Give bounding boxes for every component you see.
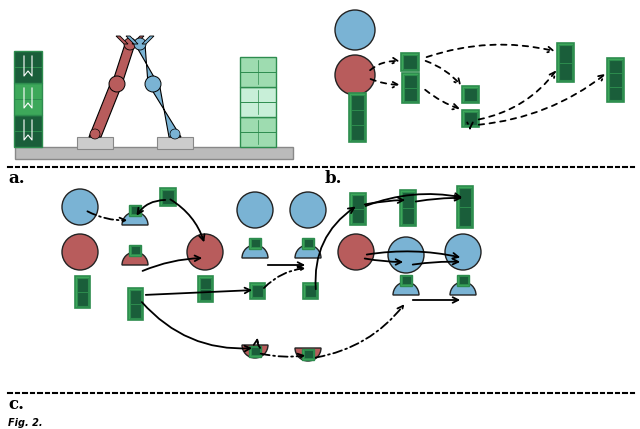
Bar: [401, 276, 410, 284]
Wedge shape: [295, 348, 321, 361]
Polygon shape: [126, 36, 138, 44]
Bar: [458, 276, 467, 284]
Bar: [129, 245, 141, 256]
Bar: [401, 53, 419, 71]
Bar: [240, 117, 276, 147]
Circle shape: [338, 234, 374, 270]
Bar: [240, 87, 276, 117]
Circle shape: [62, 234, 98, 270]
Bar: [74, 276, 90, 308]
Bar: [160, 188, 176, 206]
Bar: [352, 195, 364, 223]
Bar: [127, 288, 143, 320]
Circle shape: [90, 129, 100, 139]
Bar: [249, 345, 261, 356]
Wedge shape: [122, 252, 148, 265]
Circle shape: [124, 38, 136, 50]
Bar: [157, 137, 193, 149]
Bar: [77, 137, 113, 149]
Polygon shape: [135, 44, 158, 84]
Circle shape: [134, 38, 146, 50]
Bar: [250, 283, 264, 299]
Bar: [250, 347, 259, 355]
Polygon shape: [142, 36, 154, 44]
Circle shape: [290, 192, 326, 228]
Bar: [463, 88, 477, 101]
Bar: [14, 83, 42, 115]
Bar: [559, 45, 572, 80]
Bar: [457, 275, 469, 286]
Wedge shape: [295, 245, 321, 258]
Polygon shape: [132, 36, 144, 44]
Bar: [129, 205, 141, 215]
Circle shape: [445, 234, 481, 270]
Bar: [461, 110, 479, 127]
Bar: [349, 93, 365, 142]
Bar: [609, 60, 621, 100]
Bar: [198, 276, 212, 302]
Bar: [400, 190, 416, 226]
Bar: [14, 115, 42, 147]
Bar: [77, 278, 88, 306]
Bar: [459, 188, 471, 226]
Bar: [302, 348, 314, 360]
Circle shape: [170, 129, 180, 139]
Bar: [302, 238, 314, 248]
Circle shape: [187, 234, 223, 270]
Bar: [250, 239, 259, 247]
Bar: [403, 55, 417, 69]
Bar: [240, 57, 276, 87]
Bar: [15, 147, 293, 159]
Polygon shape: [89, 82, 123, 137]
Bar: [402, 192, 414, 224]
Circle shape: [145, 76, 161, 92]
Text: c.: c.: [8, 396, 24, 413]
Bar: [401, 73, 419, 103]
Bar: [162, 190, 174, 204]
Bar: [557, 43, 573, 82]
Bar: [351, 95, 364, 140]
Bar: [200, 278, 211, 300]
Bar: [350, 193, 366, 225]
Polygon shape: [147, 82, 181, 137]
Circle shape: [109, 76, 125, 92]
Circle shape: [388, 237, 424, 273]
Circle shape: [62, 189, 98, 225]
Wedge shape: [242, 345, 268, 358]
Bar: [303, 239, 312, 247]
Bar: [129, 290, 141, 318]
Wedge shape: [242, 245, 268, 258]
Wedge shape: [393, 282, 419, 295]
Bar: [252, 285, 262, 297]
Polygon shape: [112, 44, 135, 84]
Bar: [253, 137, 263, 147]
Bar: [457, 186, 473, 228]
Bar: [400, 275, 412, 286]
Wedge shape: [450, 282, 476, 295]
Circle shape: [335, 55, 375, 95]
Wedge shape: [122, 212, 148, 225]
Bar: [461, 86, 479, 103]
Bar: [463, 112, 477, 125]
Text: a.: a.: [8, 170, 24, 187]
Circle shape: [335, 10, 375, 50]
Bar: [249, 238, 261, 248]
Text: b.: b.: [325, 170, 342, 187]
Text: Fig. 2.: Fig. 2.: [8, 418, 43, 428]
Bar: [403, 75, 417, 101]
Bar: [607, 58, 623, 102]
Bar: [131, 206, 140, 214]
Bar: [14, 51, 42, 83]
Polygon shape: [116, 36, 128, 44]
Circle shape: [237, 192, 273, 228]
Bar: [305, 285, 316, 297]
Bar: [131, 246, 140, 254]
Bar: [303, 283, 317, 299]
Bar: [303, 350, 312, 358]
